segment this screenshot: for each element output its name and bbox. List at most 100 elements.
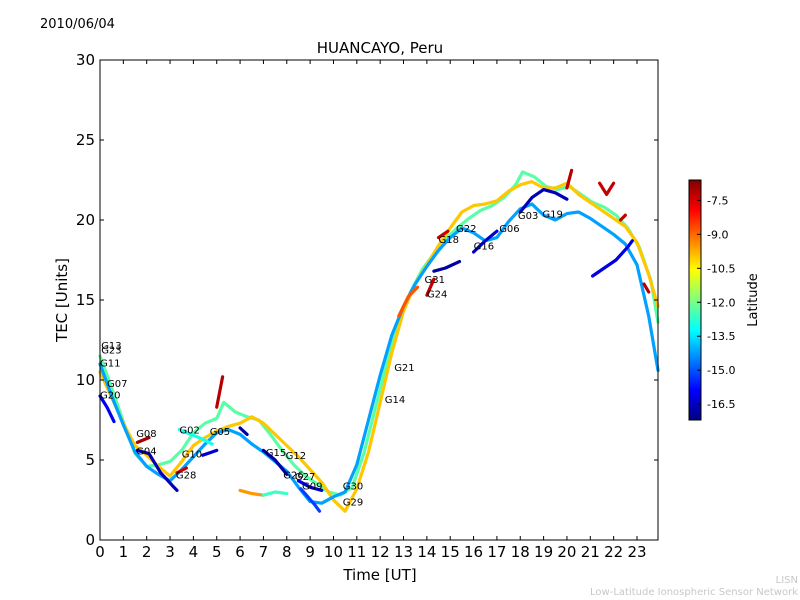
- x-tick-label: 13: [394, 543, 413, 561]
- series-trace-i: [201, 448, 219, 457]
- colorbar-ticks: -7.5 -9.0 -10.5 -12.0 -13.5 -15.0 -16.5: [697, 194, 735, 411]
- x-tick-label: 4: [189, 543, 199, 561]
- series-trace-o: [296, 479, 324, 492]
- annotation-g06: G06: [499, 224, 519, 235]
- series-trace-d: [98, 394, 116, 424]
- annotation-g27: G27: [295, 472, 315, 483]
- x-tick-label: 12: [371, 543, 390, 561]
- series-trace-v: [518, 188, 569, 214]
- series-trace-p: [299, 487, 322, 513]
- annotation-g30: G30: [343, 482, 363, 493]
- series-trace-w: [565, 168, 574, 190]
- x-tick-label: 18: [511, 543, 530, 561]
- annotation-g02: G02: [179, 426, 199, 437]
- colorbar: [688, 179, 702, 421]
- annotation-g05: G05: [210, 427, 230, 438]
- y-tick-label: 15: [76, 291, 95, 309]
- series-trace-s: [432, 260, 462, 273]
- series-trace-f: [135, 436, 151, 444]
- series-trace-t: [436, 229, 450, 240]
- series-trace-z: [619, 213, 627, 222]
- series-trace-e: [135, 448, 179, 492]
- plot-series-layer: [98, 168, 660, 513]
- x-tick-label: 2: [142, 543, 152, 561]
- y-tick-label: 30: [76, 51, 95, 69]
- series-trace-x: [591, 239, 634, 278]
- x-tick-label: 16: [464, 543, 483, 561]
- series-trace-m: [238, 426, 249, 436]
- y-tick-label: 0: [85, 531, 95, 549]
- x-tick-label: 15: [441, 543, 460, 561]
- colorbar-tick-label: -7.5: [707, 194, 728, 207]
- annotation-g13: G13: [101, 341, 121, 352]
- annotation-g19: G19: [542, 210, 562, 221]
- series-trace-q: [397, 285, 420, 318]
- annotation-g31: G31: [425, 275, 445, 286]
- series-trace-aa: [642, 282, 651, 294]
- annotation-g04: G04: [136, 446, 156, 457]
- y-tick-label: 5: [85, 451, 95, 469]
- chart-title: HUANCAYO, Peru: [317, 39, 443, 57]
- y-tick-label: 10: [76, 371, 95, 389]
- x-tick-label: 0: [95, 543, 105, 561]
- annotation-g23: G23: [101, 346, 121, 357]
- x-tick-label: 3: [165, 543, 175, 561]
- credit-network: Low-Latitude Ionospheric Sensor Network: [590, 587, 798, 598]
- series-trace-c: [98, 202, 660, 505]
- annotation-g20: G20: [100, 390, 120, 401]
- x-tick-label: 17: [487, 543, 506, 561]
- y-axis-label: TEC [Units]: [53, 258, 71, 343]
- series-trace-g: [177, 428, 214, 446]
- annotation-g29: G29: [343, 498, 363, 509]
- colorbar-tick-label: -10.5: [707, 262, 735, 275]
- series-trace-r: [425, 277, 436, 297]
- series-trace-n: [261, 448, 289, 476]
- annotation-g26: G26: [283, 470, 303, 481]
- x-tick-label: 11: [347, 543, 366, 561]
- annotation-g18: G18: [439, 235, 459, 246]
- annotation-g07: G07: [107, 379, 127, 390]
- series-trace-j: [215, 375, 225, 409]
- credit-lisn: LISN: [775, 575, 798, 586]
- x-axis-label: Time [UT]: [342, 566, 416, 584]
- x-tick-label: 20: [557, 543, 576, 561]
- series-trace-l: [261, 490, 289, 497]
- series-trace-b: [98, 180, 660, 513]
- colorbar-tick-label: -9.0: [707, 228, 728, 241]
- colorbar-label: Latitude: [746, 273, 761, 327]
- x-tick-label: 9: [305, 543, 315, 561]
- y-tick-label: 25: [76, 131, 95, 149]
- annotation-g03: G03: [518, 211, 538, 222]
- annotation-g14: G14: [385, 395, 405, 406]
- x-tick-label: 10: [324, 543, 343, 561]
- annotation-g22: G22: [456, 224, 476, 235]
- annotation-g21: G21: [394, 363, 414, 374]
- x-tick-label: 22: [604, 543, 623, 561]
- colorbar-tick-label: -15.0: [707, 364, 735, 377]
- colorbar-tick-label: -12.0: [707, 296, 735, 309]
- series-trace-u: [472, 229, 499, 254]
- annotation-g11: G11: [100, 358, 120, 369]
- annotation-g15: G15: [266, 448, 286, 459]
- series-trace-a: [98, 170, 660, 497]
- axes-ticks: 0 1 2 3 4 5 6 7 8 9 10 11 12 13 14 15 16 17 18 19 20 21 22 2305…: [76, 51, 658, 561]
- x-tick-label: 7: [259, 543, 269, 561]
- annotation-g24: G24: [427, 290, 447, 301]
- series-trace-k: [238, 488, 265, 497]
- x-tick-label: 19: [534, 543, 553, 561]
- annotation-g08: G08: [136, 429, 156, 440]
- annotation-g16: G16: [474, 242, 494, 253]
- annotation-g10: G10: [182, 450, 202, 461]
- annotation-g09: G09: [302, 482, 322, 493]
- x-tick-label: 23: [627, 543, 646, 561]
- x-tick-label: 1: [119, 543, 129, 561]
- colorbar-tick-label: -13.5: [707, 330, 735, 343]
- annotation-g28: G28: [176, 470, 196, 481]
- colorbar-tick-label: -16.5: [707, 398, 735, 411]
- x-tick-label: 5: [212, 543, 222, 561]
- x-tick-label: 14: [417, 543, 436, 561]
- x-tick-label: 6: [235, 543, 245, 561]
- series-trace-h: [175, 466, 188, 475]
